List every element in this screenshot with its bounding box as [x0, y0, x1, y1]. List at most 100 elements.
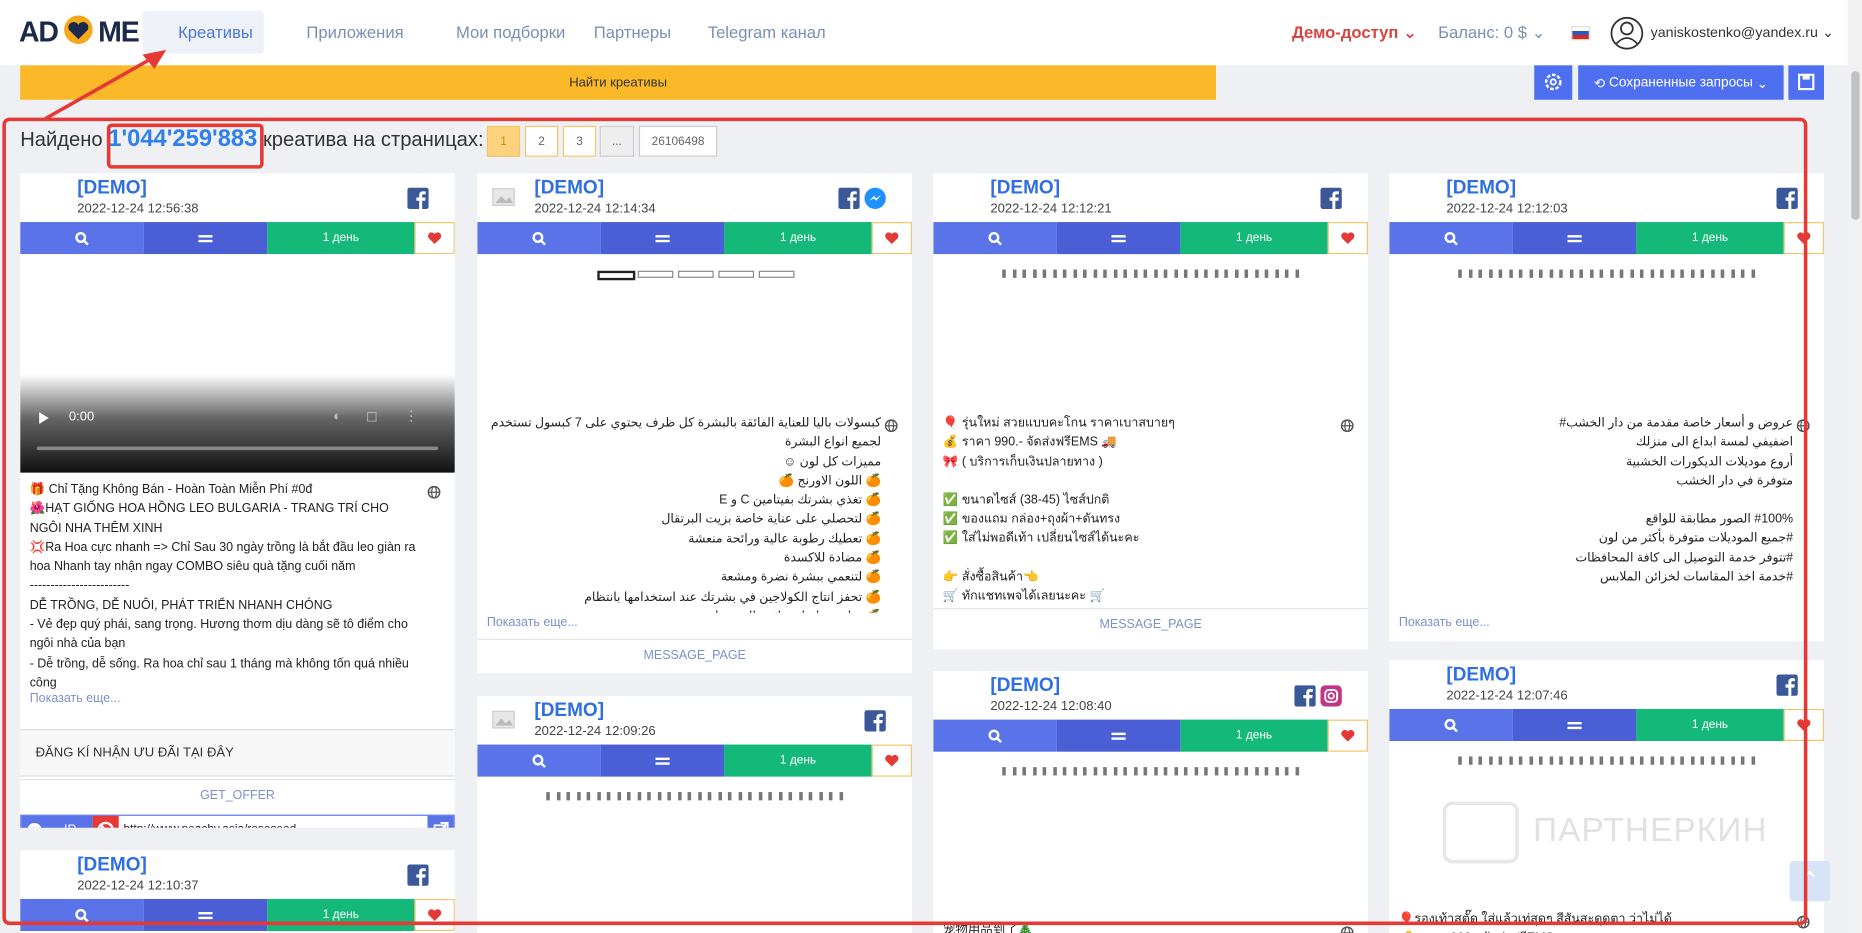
slide-dot[interactable] [1244, 767, 1249, 776]
slide-dot[interactable] [1680, 756, 1684, 765]
logo[interactable]: AD ME [19, 14, 140, 50]
flag[interactable] [1571, 26, 1591, 41]
creative-card[interactable]: [DEMO] 2022-12-24 12:56:38 1 день 0:00 ◖◻⋮ 🎁 … [20, 173, 455, 828]
slide-dot[interactable] [1730, 269, 1735, 278]
page-button[interactable]: 1 [486, 125, 521, 157]
slide-dot[interactable] [1123, 269, 1127, 278]
slide-dot[interactable] [798, 792, 803, 801]
search-action[interactable] [933, 222, 1057, 255]
ip-button[interactable]: IP [47, 815, 93, 828]
saved-queries[interactable]: ⟲ Сохраненные запросы ⌄ [1578, 65, 1784, 100]
slide-dot[interactable] [1750, 756, 1755, 765]
slide-dot[interactable] [687, 792, 692, 801]
slide-dot[interactable] [1194, 767, 1198, 776]
favorite-action[interactable] [414, 898, 455, 931]
slide-dot[interactable] [1650, 269, 1654, 278]
slide-dot[interactable] [1042, 269, 1047, 278]
search-action[interactable] [477, 744, 601, 777]
details-action[interactable] [600, 222, 725, 255]
slide-dot[interactable] [1660, 756, 1664, 765]
favorite-action[interactable] [414, 222, 455, 255]
slide-dot[interactable] [1294, 269, 1299, 278]
details-action[interactable] [143, 222, 268, 255]
slide-dot[interactable] [1032, 269, 1037, 278]
details-action[interactable] [1056, 222, 1181, 255]
slide-dot[interactable] [788, 792, 793, 801]
creative-card[interactable]: [DEMO] 2022-12-24 12:12:21 1 день 🎈 รุ่นใหม… [933, 173, 1368, 650]
slide-dot[interactable] [627, 792, 631, 801]
slide-dot[interactable] [596, 792, 601, 801]
slide-dot[interactable] [1032, 767, 1037, 776]
details-action[interactable] [143, 898, 268, 931]
slide-dot[interactable] [1740, 756, 1745, 765]
slide-dot[interactable] [1528, 756, 1533, 765]
slide-dot[interactable] [1670, 756, 1674, 765]
favorite-action[interactable] [871, 744, 912, 777]
nav-item[interactable]: Мои подборки [456, 22, 566, 42]
slide-dot[interactable] [1224, 269, 1228, 278]
slide-dot[interactable] [1093, 269, 1097, 278]
page-button[interactable]: 2 [524, 125, 559, 157]
save-button[interactable] [1788, 65, 1824, 100]
slide-dot[interactable] [1214, 269, 1218, 278]
slide-dot[interactable] [1569, 756, 1573, 765]
slide-dot[interactable] [707, 792, 712, 801]
slide-dot[interactable] [1234, 269, 1238, 278]
slide-dot[interactable] [1133, 269, 1138, 278]
slide-dot[interactable] [1468, 756, 1472, 765]
show-more[interactable]: Показать еще... [1398, 615, 1490, 630]
slide-dot[interactable] [727, 792, 732, 801]
slide-dot[interactable] [1528, 269, 1533, 278]
slide-dot[interactable] [717, 792, 722, 801]
slide-dot[interactable] [1173, 767, 1178, 776]
slide-dot[interactable] [1599, 269, 1604, 278]
slide-dot[interactable] [1143, 269, 1148, 278]
slide-dot[interactable] [1123, 767, 1127, 776]
slide-dot[interactable] [616, 792, 621, 801]
slide-dot[interactable] [1052, 767, 1057, 776]
slide-dot[interactable] [1183, 767, 1188, 776]
slide-dot[interactable] [1083, 767, 1087, 776]
slide-dot[interactable] [1042, 767, 1047, 776]
details-action[interactable] [1056, 719, 1181, 752]
slide-dot[interactable] [1488, 756, 1493, 765]
slide-dot[interactable] [1133, 767, 1138, 776]
slide-dot[interactable] [678, 270, 714, 278]
slide-dot[interactable] [576, 792, 581, 801]
page-button[interactable]: 3 [562, 125, 597, 157]
slide-dot[interactable] [1589, 269, 1594, 278]
slide-dot[interactable] [1549, 269, 1553, 278]
slide-dot[interactable] [1508, 756, 1513, 765]
slide-dot[interactable] [778, 792, 782, 801]
slide-dot[interactable] [1284, 269, 1289, 278]
slide-dot[interactable] [647, 792, 651, 801]
slide-dot[interactable] [1559, 756, 1563, 765]
slide-dot[interactable] [1264, 269, 1269, 278]
slide-dot[interactable] [1214, 767, 1218, 776]
slide-dot[interactable] [1294, 767, 1299, 776]
slide-dot[interactable] [1012, 269, 1016, 278]
slide-dot[interactable] [1103, 269, 1107, 278]
slide-dot[interactable] [1458, 756, 1462, 765]
search-button[interactable]: Найти креативы [20, 65, 1216, 100]
nav-item[interactable]: Telegram канал [707, 22, 826, 42]
slide-dot[interactable] [828, 792, 833, 801]
slide-dot[interactable] [1194, 269, 1198, 278]
nav-item[interactable]: Приложения [306, 22, 404, 42]
slide-dot[interactable] [1488, 269, 1493, 278]
slide-dot[interactable] [768, 792, 772, 801]
search-action[interactable] [477, 222, 601, 255]
slide-dot[interactable] [1153, 767, 1158, 776]
slide-dot[interactable] [1204, 767, 1208, 776]
search-action[interactable] [933, 719, 1057, 752]
slide-dot[interactable] [818, 792, 823, 801]
slide-dot[interactable] [1569, 269, 1573, 278]
slide-dot[interactable] [1012, 767, 1016, 776]
show-more[interactable]: Показать еще... [29, 691, 121, 706]
slide-dot[interactable] [1458, 269, 1462, 278]
favorite-action[interactable] [1327, 222, 1368, 255]
scroll-thumb[interactable] [1851, 71, 1860, 220]
slide-dot[interactable] [1498, 269, 1503, 278]
search-action[interactable] [20, 222, 144, 255]
slide-dot[interactable] [1163, 767, 1168, 776]
